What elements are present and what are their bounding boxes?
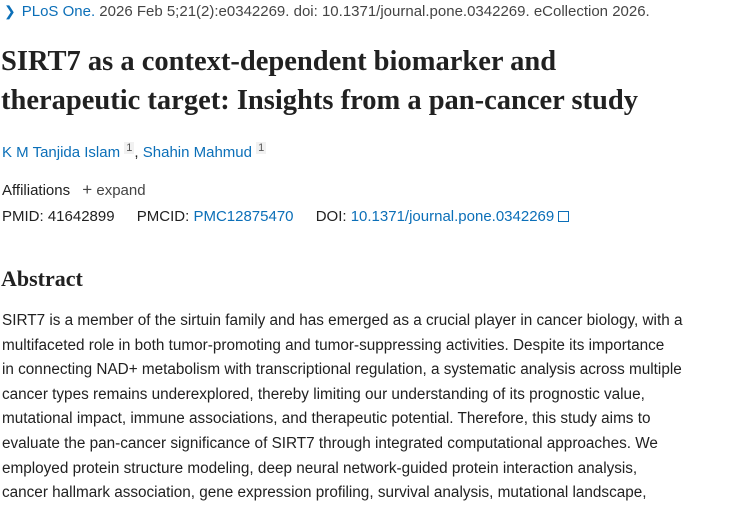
pmid-value: 41642899	[47, 208, 115, 225]
abstract-text: SIRT7 is a member of the sirtuin family …	[2, 309, 682, 506]
pmcid-link[interactable]: PMC12875470	[193, 208, 294, 225]
abstract-heading: Abstract	[1, 266, 83, 291]
plus-icon: +	[82, 180, 93, 199]
identifiers: PMID: 41642899 PMCID: PMC12875470 DOI: 1…	[2, 208, 570, 225]
affiliation-marker[interactable]: 1	[256, 142, 267, 154]
abstract-line: evaluate the pan-cancer significance of …	[2, 434, 658, 452]
abstract-line: employed protein structure modeling, dee…	[2, 459, 638, 477]
abstract-line: cancer hallmark association, gene expres…	[2, 484, 647, 502]
abstract-line: SIRT7 is a member of the sirtuin family …	[2, 312, 683, 329]
author-link[interactable]: Shahin Mahmud	[142, 144, 252, 161]
journal-link[interactable]: PLoS One.	[21, 3, 96, 20]
abstract-line: multifaceted role in both tumor-promotin…	[2, 336, 665, 354]
abstract-line: cancer types remains underexplored, ther…	[2, 385, 645, 403]
title-line: SIRT7 as a context-dependent biomarker a…	[1, 46, 557, 77]
citation-details: 2026 Feb 5;21(2):e0342269. doi: 10.1371/…	[95, 3, 650, 20]
doi-link[interactable]: 10.1371/journal.pone.0342269	[350, 208, 555, 225]
affiliation-marker[interactable]: 1	[124, 142, 135, 154]
citation: ❯ PLoS One. 2026 Feb 5;21(2):e0342269. do…	[4, 3, 650, 20]
article-title: SIRT7 as a context-dependent biomarker a…	[1, 42, 638, 120]
pmcid-label: PMCID:	[136, 208, 190, 225]
affiliations: Affiliations + expand	[2, 180, 146, 200]
abstract-line: mutational impact, immune associations, …	[2, 410, 651, 428]
title-line: therapeutic target: Insights from a pan-…	[1, 85, 638, 116]
affiliations-label: Affiliations	[2, 182, 71, 199]
chevron-right-icon[interactable]: ❯	[4, 3, 16, 19]
expand-label: expand	[96, 182, 146, 199]
author-list: K M Tanjida Islam 1, Shahin Mahmud 1	[2, 142, 267, 161]
doi-label: DOI:	[315, 208, 347, 225]
external-link-icon[interactable]	[558, 211, 570, 222]
author-link[interactable]: K M Tanjida Islam	[2, 144, 121, 161]
abstract-line: in connecting NAD+ metabolism with trans…	[2, 361, 682, 379]
pmid-label: PMID:	[2, 208, 44, 225]
expand-affiliations-button[interactable]: + expand	[74, 180, 146, 199]
